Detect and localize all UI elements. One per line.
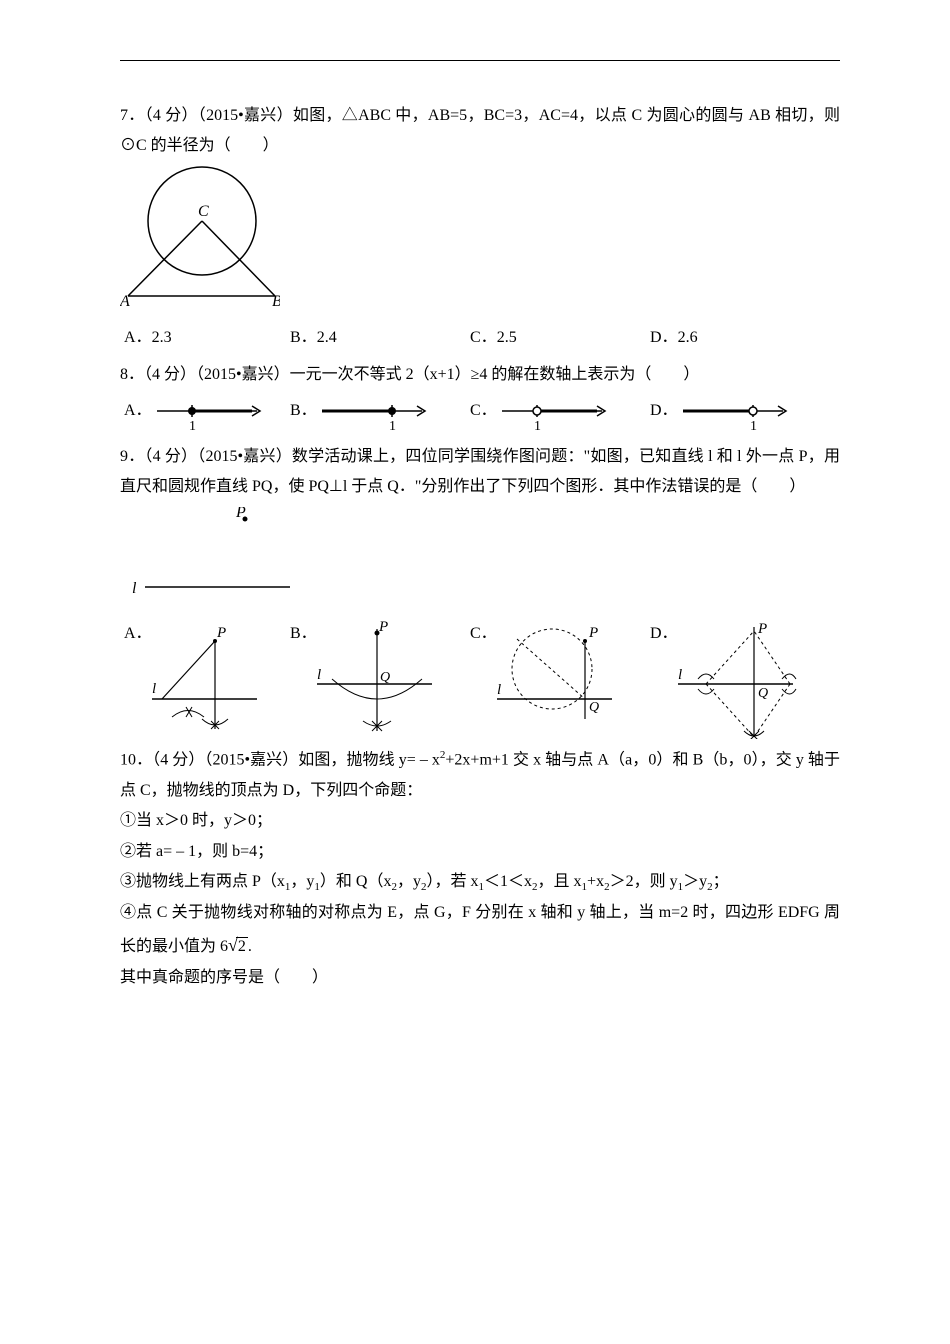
construction-icon: P l [152,619,262,739]
svg-text:l: l [132,580,137,597]
numberline-icon: 1 [152,396,267,436]
opt-label: C． [470,396,497,436]
q7-opt-A: A．2.3 [120,323,290,353]
sqrt-icon: 2 [228,928,248,962]
q10-s1: ①当 x＞0 时，y＞0； [120,806,840,836]
q9-opt-C: C． P Q l [470,619,650,739]
q9-opt-B: B． P Q l [290,619,470,739]
q10-tail: 其中真命题的序号是（ ） [120,963,840,993]
svg-text:1: 1 [750,419,757,434]
q8-opt-D: D． 1 [650,396,793,436]
q9-stem-svg: P l [130,507,330,602]
q8-opt-A: A． 1 [120,396,290,436]
opt-label: B． [290,396,317,436]
q7-opt-D: D．2.6 [650,323,698,353]
svg-text:l: l [497,682,501,698]
svg-text:P: P [378,619,388,635]
label-C: C [198,203,209,220]
opt-label: A． [120,619,152,739]
opt-label: D． [650,396,678,436]
construction-icon: P Q l [678,619,798,739]
q7-text: 7．（4 分）（2015•嘉兴）如图，△ABC 中，AB=5，BC=3，AC=4… [120,101,840,162]
svg-text:Q: Q [380,670,390,685]
q10-text: 10．（4 分）（2015•嘉兴）如图，抛物线 y= – x2+2x+m+1 交… [120,745,840,806]
svg-text:P: P [588,625,598,641]
opt-value: 2.5 [497,329,517,346]
q9-opt-D: D． P Q l [650,619,798,739]
svg-text:l: l [317,667,321,683]
opt-label: B． [290,619,317,739]
opt-label: C． [470,619,497,739]
svg-text:P: P [216,625,226,641]
numberline-icon: 1 [317,396,432,436]
q8-opt-B: B． 1 [290,396,470,436]
opt-label: C． [470,329,497,346]
label-A: A [120,293,130,306]
opt-label: A． [120,396,152,436]
numberline-icon: 1 [497,396,612,436]
q7-options: A．2.3 B．2.4 C．2.5 D．2.6 [120,323,840,353]
opt-label: D． [650,329,678,346]
exam-page: 7．（4 分）（2015•嘉兴）如图，△ABC 中，AB=5，BC=3，AC=4… [0,0,950,1344]
q9-opt-A: A． P l [120,619,290,739]
svg-text:Q: Q [758,686,768,701]
top-rule [120,60,840,61]
q9-text: 9．（4 分）（2015•嘉兴）数学活动课上，四位同学围绕作图问题："如图，已知… [120,442,840,503]
label-B: B [272,293,280,306]
numberline-icon: 1 [678,396,793,436]
q9-stem-figure: P l [130,507,840,613]
svg-text:1: 1 [389,419,396,434]
opt-label: D． [650,619,678,739]
q10-lead: 10．（4 分）（2015•嘉兴）如图，抛物线 y= – x [120,751,440,768]
opt-value: 2.4 [317,329,337,346]
construction-icon: P Q l [497,619,617,739]
q8-options: A． 1 B． 1 C． [120,396,840,436]
opt-value: 2.6 [678,329,698,346]
opt-value: 2.3 [152,329,172,346]
construction-icon: P Q l [317,619,437,739]
q8-opt-C: C． 1 [470,396,650,436]
q7-opt-C: C．2.5 [470,323,650,353]
svg-text:l: l [152,681,156,697]
q7-opt-B: B．2.4 [290,323,470,353]
q7-svg: A B C [120,166,280,306]
q7-figure: A B C [120,166,840,317]
opt-label: B． [290,329,317,346]
opt-label: A． [120,329,152,346]
q10-s3: ③抛物线上有两点 P（x1，y1）和 Q（x2，y2），若 x1＜1＜x2，且 … [120,867,840,898]
svg-text:Q: Q [589,700,599,715]
svg-text:P: P [757,621,767,637]
svg-text:P: P [235,507,246,521]
q9-options: A． P l B． [120,619,840,739]
svg-text:l: l [678,667,682,683]
q10-s4: ④点 C 关于抛物线对称轴的对称点为 E，点 G，F 分别在 x 轴和 y 轴上… [120,898,840,963]
svg-text:1: 1 [189,419,196,434]
svg-text:1: 1 [534,419,541,434]
q8-text: 8．（4 分）（2015•嘉兴）一元一次不等式 2（x+1）≥4 的解在数轴上表… [120,360,840,390]
q10-s2: ②若 a= – 1，则 b=4； [120,837,840,867]
